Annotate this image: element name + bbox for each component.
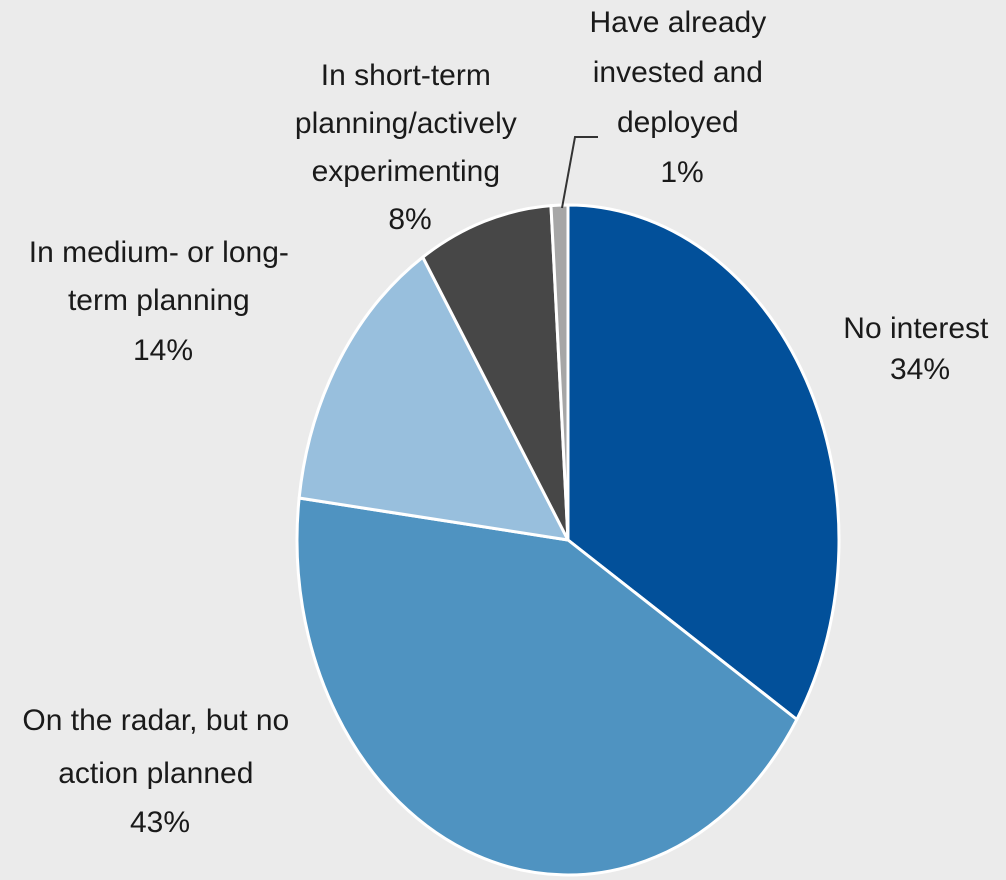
slice-short-term	[421, 204, 570, 542]
label-already-deployed-line-2: invested and	[593, 56, 763, 89]
label-no-interest: No interest 34%	[843, 312, 996, 386]
label-on-the-radar: On the radar, but no action planned 43%	[22, 704, 297, 839]
label-short-term-line-1: In short-term	[321, 59, 491, 92]
label-already-deployed-line-1: Have already	[589, 6, 766, 39]
label-already-deployed-value: 1%	[660, 156, 703, 189]
slice-medium-long-term	[297, 255, 570, 542]
slice-already-deployed	[549, 203, 570, 542]
slice-no-interest	[566, 203, 841, 721]
label-on-the-radar-line-2: action planned	[58, 757, 253, 790]
label-medium-long-term-value: 14%	[133, 334, 193, 367]
label-already-deployed-line-3: deployed	[617, 106, 739, 139]
label-no-interest-value: 34%	[890, 353, 950, 386]
label-already-deployed: Have already invested and deployed 1%	[589, 6, 774, 189]
label-medium-long-term-line-1: In medium- or long-	[29, 236, 289, 269]
label-short-term-line-3: experimenting	[312, 155, 500, 188]
label-medium-long-term: In medium- or long- term planning 14%	[29, 236, 297, 367]
pie-slices	[295, 203, 841, 877]
label-short-term: In short-term planning/actively experime…	[295, 59, 525, 236]
label-on-the-radar-value: 43%	[130, 806, 190, 839]
label-no-interest-line-1: No interest	[843, 312, 989, 345]
label-medium-long-term-line-2: term planning	[68, 284, 250, 317]
deployed-leader-line	[561, 136, 598, 209]
label-short-term-line-2: planning/actively	[295, 107, 517, 140]
slice-on-the-radar	[295, 496, 799, 877]
label-on-the-radar-line-1: On the radar, but no	[22, 704, 289, 737]
label-short-term-value: 8%	[388, 203, 431, 236]
